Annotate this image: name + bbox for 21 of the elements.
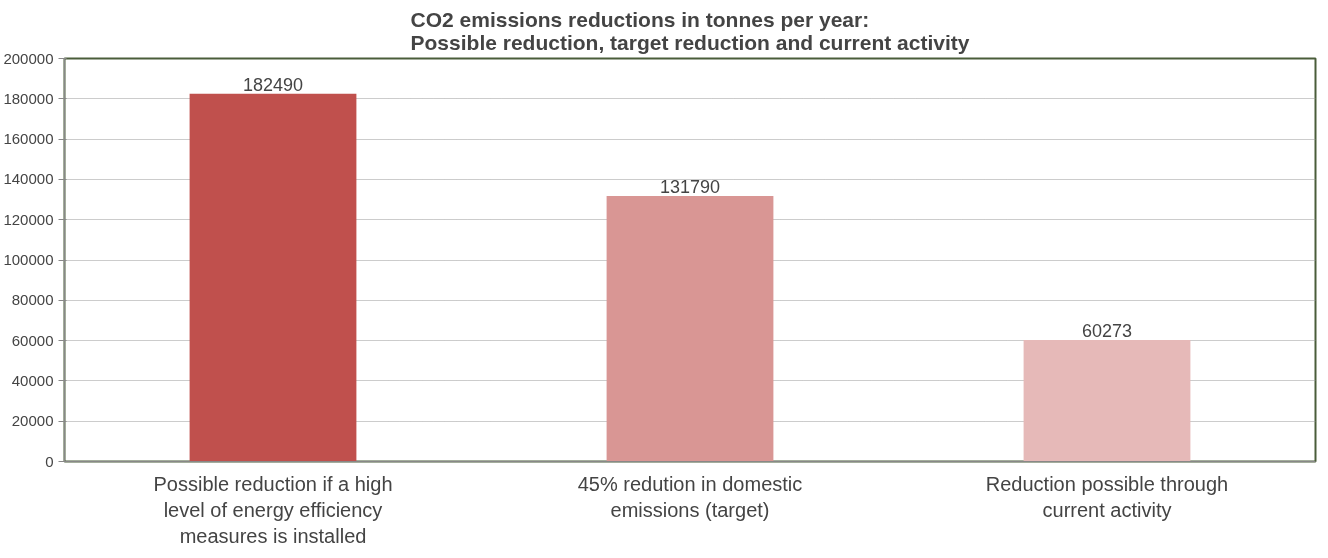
x-tick-label: Reduction possible through current activity <box>985 472 1229 521</box>
y-tick-label: 180000 <box>3 89 54 107</box>
y-tick-label: 20000 <box>11 412 54 430</box>
y-tick-label: 60000 <box>11 331 54 349</box>
y-tick-label: 200000 <box>3 49 54 67</box>
bar <box>189 93 357 462</box>
bar <box>1023 340 1191 462</box>
chart-title: CO2 emissions reductions in tonnes per year: Possible reduction, target reduction and current activity <box>410 7 970 54</box>
y-tick-label: 140000 <box>3 170 54 188</box>
bar <box>606 195 774 462</box>
x-tick-label: Possible reduction if a high level of energy efficiency measures is installed <box>153 472 393 548</box>
y-tick-label: 80000 <box>11 291 54 309</box>
data-label: 60273 <box>1081 321 1133 342</box>
y-tick-label: 0 <box>45 452 54 470</box>
y-tick-label: 120000 <box>3 210 54 228</box>
y-tick-label: 100000 <box>3 251 54 268</box>
y-tick-label: 40000 <box>11 371 54 389</box>
data-label: 182490 <box>242 74 304 95</box>
x-tick-label: 45% redution in domestic emissions (target) <box>577 472 803 521</box>
y-tick-label: 160000 <box>3 130 54 148</box>
data-label: 131790 <box>659 176 721 197</box>
